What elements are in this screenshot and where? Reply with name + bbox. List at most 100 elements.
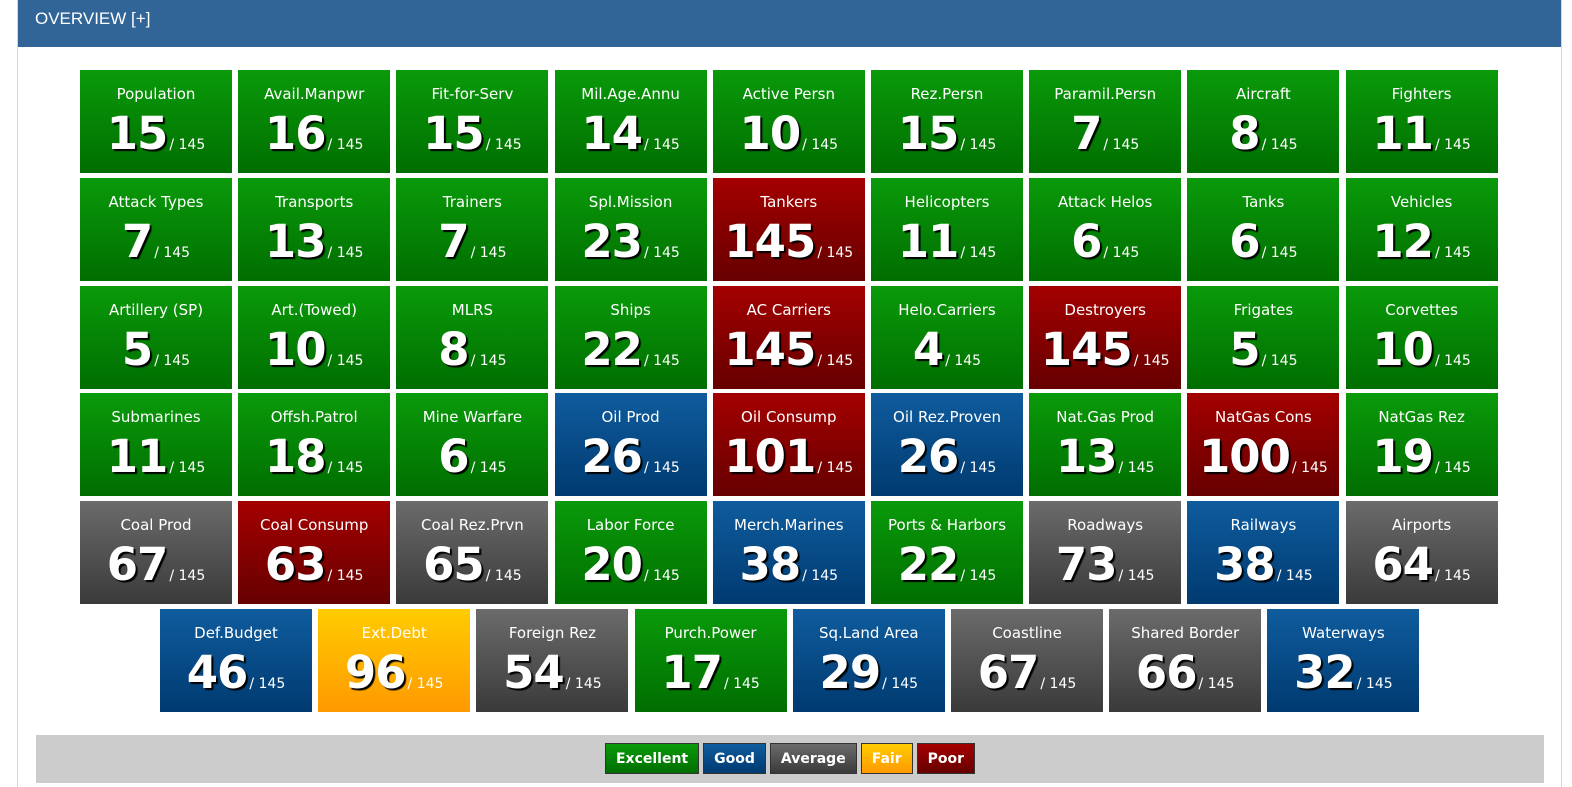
tile-label: Active Persn (742, 85, 835, 103)
tile-label: Purch.Power (664, 624, 757, 642)
tile-label: Trainers (442, 192, 502, 211)
rank-tile[interactable]: MLRS 8/ 145 (396, 285, 549, 389)
rank-tile[interactable]: Offsh.Patrol 18/ 145 (238, 393, 391, 497)
legend-bar: Excellent Good Average Fair Poor (36, 735, 1544, 783)
tile-rank: 65 (423, 538, 485, 592)
tile-value: 63/ 145 (238, 539, 390, 602)
tile-rank: 5 (1229, 322, 1260, 376)
tile-rank: 29 (819, 646, 882, 699)
tile-total: / 145 (1133, 352, 1170, 369)
rank-tile[interactable]: Oil Consump 101/ 145 (712, 393, 865, 497)
tile-value: 15/ 145 (396, 108, 548, 171)
tile-rank: 26 (897, 430, 960, 484)
rank-tile[interactable]: Transports 13/ 145 (238, 177, 391, 281)
rank-tile[interactable]: Merch.Marines 38/ 145 (712, 501, 865, 605)
tile-total: / 145 (1198, 676, 1235, 692)
rank-tile[interactable]: Def.Budget 46/ 145 (160, 609, 312, 712)
rank-tile[interactable]: Mine Warfare 6/ 145 (396, 393, 549, 497)
tile-value: 18/ 145 (238, 431, 390, 494)
tile-value: 8/ 145 (396, 323, 548, 387)
tile-rank: 15 (106, 107, 169, 160)
tile-value: 12/ 145 (1346, 214, 1498, 279)
tile-label: Helicopters (904, 192, 990, 211)
rank-tile[interactable]: Waterways 32/ 145 (1267, 609, 1420, 712)
legend-chip-poor: Poor (916, 743, 976, 774)
rank-tile[interactable]: Artillery (SP) 5/ 145 (80, 285, 232, 389)
rank-tile[interactable]: Mil.Age.Annu 14/ 145 (554, 70, 707, 173)
rank-tile[interactable]: Coal Rez.Prvn 65/ 145 (396, 501, 549, 605)
rank-tile[interactable]: Aircraft 8/ 145 (1187, 70, 1340, 173)
tile-label: Roadways (1067, 516, 1144, 535)
tile-rank: 13 (264, 214, 327, 268)
rank-tile[interactable]: Helo.Carriers 4/ 145 (871, 285, 1023, 389)
rank-tile[interactable]: Foreign Rez 54/ 145 (476, 609, 629, 712)
rank-tile[interactable]: Purch.Power 17/ 145 (634, 609, 787, 712)
rank-tile[interactable]: Submarines 11/ 145 (80, 393, 232, 497)
rank-tile[interactable]: Ports & Harbors 22/ 145 (871, 501, 1023, 605)
rank-tile[interactable]: Airports 64/ 145 (1345, 501, 1498, 605)
rank-tile[interactable]: Art.(Towed) 10/ 145 (238, 285, 391, 389)
rank-tile[interactable]: Ext.Debt 96/ 145 (318, 609, 471, 712)
tile-label: Frigates (1233, 300, 1294, 319)
rank-tile[interactable]: Tankers 145/ 145 (712, 177, 865, 281)
tile-label: Paramil.Persn (1054, 85, 1157, 103)
overview-toggle[interactable]: OVERVIEW [+] (35, 9, 151, 28)
tile-total: / 145 (407, 676, 444, 692)
rank-tile[interactable]: Active Persn 10/ 145 (712, 70, 865, 173)
rank-tile[interactable]: Roadways 73/ 145 (1029, 501, 1182, 605)
tile-label: Art.(Towed) (271, 300, 357, 319)
rank-tile[interactable]: Railways 38/ 145 (1187, 501, 1340, 605)
tile-label: Ships (610, 300, 651, 319)
tile-value: 13/ 145 (238, 214, 390, 279)
rank-tile[interactable]: Population 15/ 145 (80, 70, 232, 173)
rank-tile[interactable]: Fighters 11/ 145 (1345, 70, 1498, 173)
tile-label: Rez.Persn (910, 85, 984, 103)
rank-tile[interactable]: Coal Consump 63/ 145 (238, 501, 391, 605)
rank-tile[interactable]: Coal Prod 67/ 145 (80, 501, 232, 605)
rank-tile[interactable]: AC Carriers 145/ 145 (712, 285, 865, 389)
tile-total: / 145 (643, 137, 680, 153)
rank-tile[interactable]: Attack Helos 6/ 145 (1029, 177, 1182, 281)
rank-tile[interactable]: Trainers 7/ 145 (396, 177, 549, 281)
rank-tile[interactable]: Avail.Manpwr 16/ 145 (238, 70, 391, 173)
rank-tile[interactable]: NatGas Rez 19/ 145 (1345, 393, 1498, 497)
tile-label: MLRS (451, 300, 494, 319)
rank-tile[interactable]: Corvettes 10/ 145 (1345, 285, 1498, 389)
tile-rank: 16 (264, 107, 327, 160)
tile-rank: 22 (897, 538, 960, 592)
rank-tile[interactable]: Ships 22/ 145 (554, 285, 707, 389)
tile-rank: 7 (438, 214, 469, 268)
overview-header[interactable]: OVERVIEW [+] (18, 0, 1561, 47)
tile-rank: 7 (1071, 107, 1102, 160)
rank-tile[interactable]: NatGas Cons 100/ 145 (1187, 393, 1340, 497)
rank-tile[interactable]: Spl.Mission 23/ 145 (554, 177, 707, 281)
tile-label: Oil Consump (741, 408, 837, 427)
rank-tile[interactable]: Fit-for-Serv 15/ 145 (396, 70, 549, 173)
rank-tile[interactable]: Oil Prod 26/ 145 (554, 393, 707, 497)
tile-label: Attack Types (108, 192, 204, 211)
rank-tile[interactable]: Paramil.Persn 7/ 145 (1029, 70, 1182, 173)
tile-label: Ports & Harbors (887, 516, 1007, 535)
rank-tile[interactable]: Helicopters 11/ 145 (871, 177, 1023, 281)
rank-tile[interactable]: Destroyers 145/ 145 (1029, 285, 1182, 389)
tile-label: Coastline (992, 624, 1062, 642)
tile-value: 6/ 145 (1187, 215, 1339, 279)
tile-label: Railways (1230, 516, 1297, 535)
rank-tile[interactable]: Coastline 67/ 145 (951, 609, 1103, 712)
tile-value: 65/ 145 (396, 539, 548, 602)
rank-tile[interactable]: Vehicles 12/ 145 (1345, 177, 1498, 281)
rank-tile[interactable]: Sq.Land Area 29/ 145 (792, 609, 945, 712)
tile-rank: 12 (1372, 214, 1434, 268)
rank-tile[interactable]: Shared Border 66/ 145 (1109, 609, 1262, 712)
rank-tile[interactable]: Attack Types 7/ 145 (80, 177, 232, 281)
rank-tile[interactable]: Frigates 5/ 145 (1187, 285, 1340, 389)
tile-label: Fit-for-Serv (431, 85, 514, 103)
rank-tile[interactable]: Labor Force 20/ 145 (554, 501, 707, 605)
rank-tile[interactable]: Tanks 6/ 145 (1187, 177, 1340, 281)
rank-tile[interactable]: Oil Rez.Proven 26/ 145 (871, 393, 1023, 497)
rank-tile[interactable]: Rez.Persn 15/ 145 (871, 70, 1023, 173)
rank-tile[interactable]: Nat.Gas Prod 13/ 145 (1029, 393, 1182, 497)
tile-label: Merch.Marines (734, 516, 844, 535)
tile-label: Foreign Rez (508, 624, 596, 642)
tile-total: / 145 (1276, 568, 1313, 585)
